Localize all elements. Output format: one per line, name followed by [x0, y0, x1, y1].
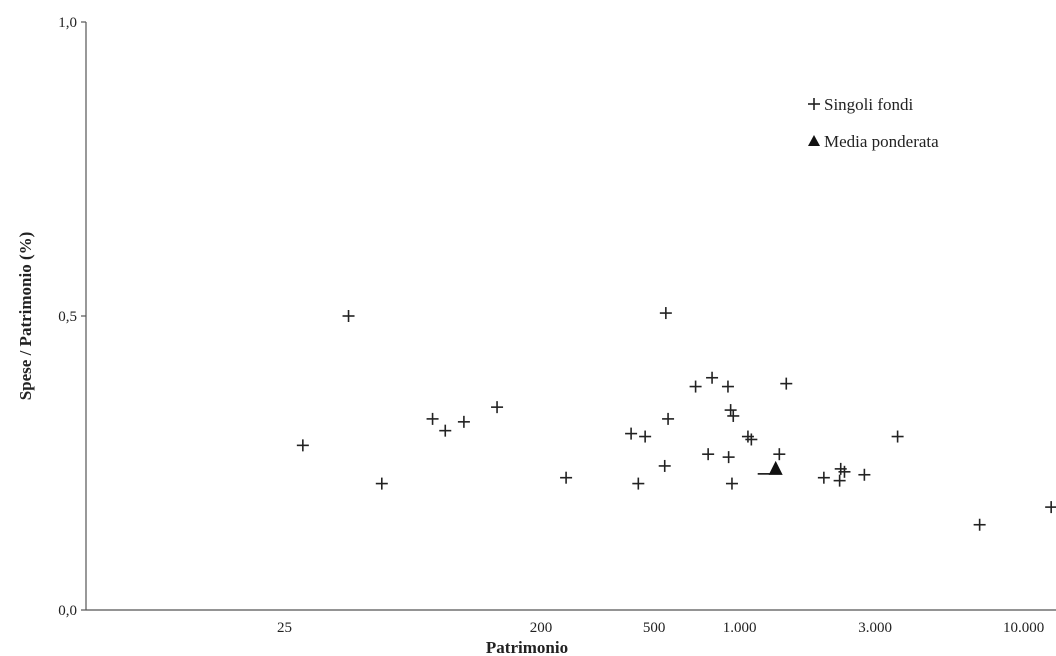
- legend: Singoli fondi Media ponderata: [808, 95, 939, 151]
- data-point-plus: [722, 451, 735, 464]
- data-point-plus: [426, 412, 439, 425]
- data-point-plus: [491, 401, 504, 414]
- data-point-plus: [727, 409, 740, 422]
- data-point-plus: [817, 471, 830, 484]
- legend-plus-icon: [808, 98, 820, 110]
- data-point-plus: [659, 307, 672, 320]
- y-axis-label: Spese / Patrimonio (%): [16, 232, 35, 401]
- data-point-plus: [780, 377, 793, 390]
- data-point-plus: [439, 424, 452, 437]
- data-point-plus: [457, 415, 470, 428]
- data-point-plus: [342, 310, 355, 322]
- x-tick-label: 500: [643, 620, 666, 636]
- data-point-plus: [773, 448, 786, 461]
- data-point-plus: [721, 380, 734, 393]
- x-tick-label: 25: [277, 620, 292, 636]
- data-point-plus: [689, 380, 702, 393]
- x-tick-label: 200: [530, 620, 553, 636]
- data-point-triangle: [757, 460, 783, 475]
- y-tick-label: 0,0: [58, 603, 77, 619]
- x-axis-label: Patrimonio: [486, 638, 568, 656]
- x-axis-ticks: 25 200 500 1.000 3.000 10.000: [277, 620, 1044, 636]
- data-point-plus: [725, 477, 738, 490]
- legend-item-media-ponderata: Media ponderata: [808, 132, 939, 151]
- legend-label-singoli-fondi: Singoli fondi: [824, 95, 914, 114]
- data-point-plus: [706, 371, 719, 384]
- legend-triangle-icon: [808, 135, 820, 146]
- data-point-plus: [639, 430, 652, 443]
- data-point-plus: [625, 427, 638, 440]
- y-tick-label: 1,0: [58, 15, 77, 31]
- y-axis-ticks: 0,0 0,5 1,0: [58, 15, 86, 619]
- data-point-plus: [702, 448, 715, 461]
- data-point-plus: [560, 471, 573, 484]
- x-tick-label: 10.000: [1003, 620, 1044, 636]
- data-point-plus: [662, 412, 675, 425]
- data-point-plus: [745, 433, 758, 446]
- data-point-plus: [375, 477, 388, 490]
- y-tick-label: 0,5: [58, 309, 77, 325]
- data-point-plus: [1045, 501, 1056, 514]
- data-point-plus: [973, 518, 986, 531]
- x-tick-label: 3.000: [858, 620, 892, 636]
- data-point-plus: [724, 404, 737, 417]
- data-point-plus: [658, 459, 671, 472]
- plot-area: [296, 307, 1056, 531]
- data-point-plus: [838, 465, 851, 478]
- legend-label-media-ponderata: Media ponderata: [824, 132, 939, 151]
- legend-item-singoli-fondi: Singoli fondi: [808, 95, 914, 114]
- data-point-plus: [833, 474, 846, 487]
- data-point-plus: [632, 477, 645, 490]
- data-point-plus: [891, 430, 904, 443]
- x-tick-label: 1.000: [723, 620, 757, 636]
- data-point-plus: [296, 439, 309, 452]
- data-point-plus: [858, 468, 871, 481]
